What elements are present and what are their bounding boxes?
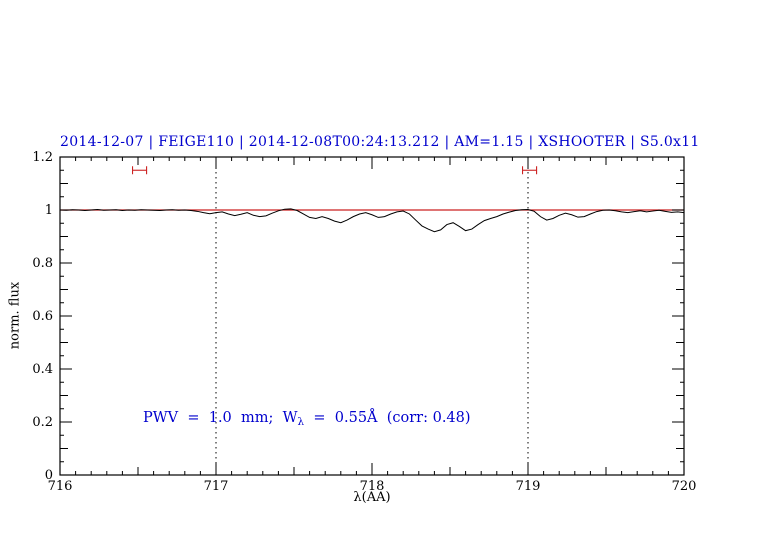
y-tick-label: 0.4	[32, 362, 53, 377]
plot-frame	[59, 156, 685, 476]
pwv-annotation: PWV = 1.0 mm; Wλ = 0.55Å (corr: 0.48)	[143, 410, 471, 428]
y-tick-label: 0.6	[32, 309, 53, 324]
spectrum-trace	[59, 208, 685, 233]
x-tick-label: 719	[516, 479, 541, 494]
x-tick-label: 718	[360, 479, 385, 494]
pwv-annotation-suffix: = 0.55Å (corr: 0.48)	[304, 410, 471, 426]
y-tick-label: 0.8	[32, 256, 53, 271]
y-tick-label: 1	[45, 203, 53, 218]
x-axis-label: λ(AA)	[353, 490, 391, 505]
x-tick-label: 716	[48, 479, 73, 494]
y-tick-label: 0.2	[32, 415, 53, 430]
plot-title: 2014-12-07 | FEIGE110 | 2014-12-08T00:24…	[60, 134, 700, 150]
x-tick-label: 720	[672, 479, 697, 494]
y-tick-label: 0	[45, 468, 53, 483]
x-tick-label: 717	[204, 479, 229, 494]
y-tick-label: 1.2	[32, 150, 53, 165]
pwv-annotation-prefix: PWV = 1.0 mm; W	[143, 410, 298, 426]
pwv-annotation-lambda-subscript: λ	[297, 416, 305, 428]
